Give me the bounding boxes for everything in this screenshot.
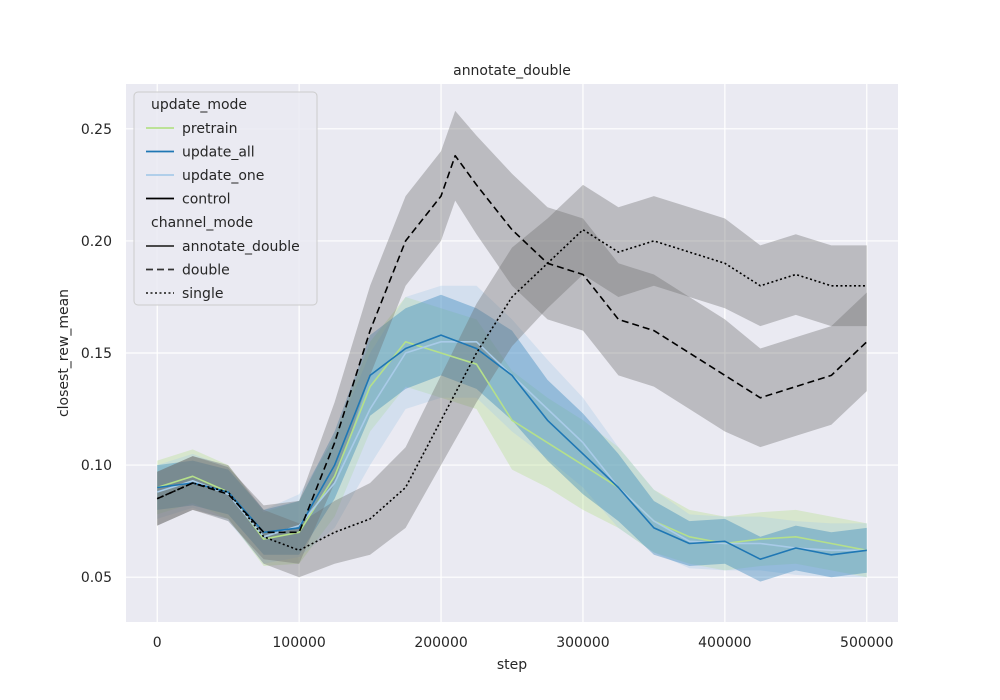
legend-section-title: channel_mode <box>151 215 253 231</box>
confidence-band <box>157 285 867 578</box>
x-tick-label: 0 <box>153 635 162 651</box>
confidence-band <box>157 294 867 582</box>
confidence-bands <box>157 110 867 582</box>
legend-label: update_one <box>182 168 264 184</box>
legend-label: update_all <box>182 145 255 161</box>
series-line <box>156 154 868 534</box>
legend-label: annotate_double <box>182 239 300 255</box>
y-tick-labels: 0.05 0.10 0.15 0.20 0.25 <box>81 122 112 586</box>
legend: update_mode pretrain update_all update_onec… <box>133 91 318 306</box>
legend-label: double <box>182 263 230 279</box>
y-tick-label: 0.20 <box>81 234 112 250</box>
x-axis-label: step <box>497 657 527 673</box>
legend-label: control <box>182 192 231 208</box>
chart-title: annotate_double <box>453 63 571 79</box>
series-line <box>156 228 867 552</box>
x-tick-label: 400000 <box>698 635 751 651</box>
legend-box <box>133 91 318 306</box>
series-line <box>156 340 867 552</box>
confidence-band <box>157 297 867 578</box>
x-tick-label: 200000 <box>414 635 467 651</box>
confidence-band <box>157 184 867 578</box>
series-lines <box>156 154 868 561</box>
y-tick-label: 0.15 <box>81 346 112 362</box>
x-tick-label: 500000 <box>840 635 893 651</box>
series-line <box>157 334 867 561</box>
x-tick-label: 100000 <box>272 635 325 651</box>
legend-label: pretrain <box>182 121 238 137</box>
confidence-band <box>157 110 867 564</box>
x-tick-labels: 0 100000 200000 300000 400000 500000 <box>153 635 894 651</box>
legend-section-title: update_mode <box>151 97 247 113</box>
x-tick-label: 300000 <box>556 635 609 651</box>
y-tick-label: 0.10 <box>81 458 112 474</box>
legend-label: single <box>182 286 223 302</box>
y-tick-label: 0.05 <box>81 570 112 586</box>
y-tick-label: 0.25 <box>81 122 112 138</box>
y-axis-label: closest_rew_mean <box>56 289 72 417</box>
